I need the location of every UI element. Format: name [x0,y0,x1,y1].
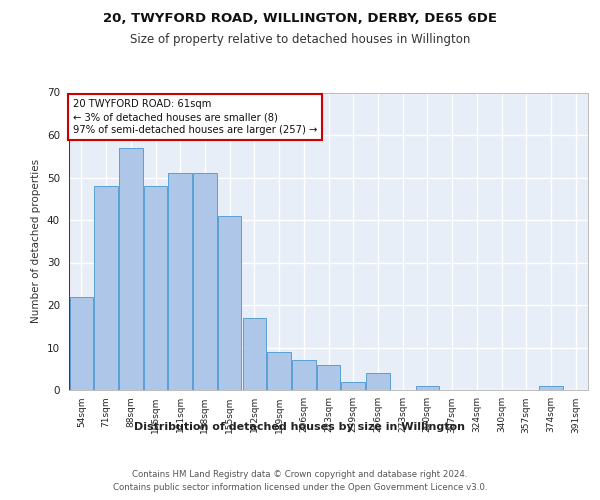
Text: 20 TWYFORD ROAD: 61sqm
← 3% of detached houses are smaller (8)
97% of semi-detac: 20 TWYFORD ROAD: 61sqm ← 3% of detached … [73,99,317,136]
Y-axis label: Number of detached properties: Number of detached properties [31,159,41,324]
Bar [218,216,241,390]
Bar [169,174,192,390]
Bar [268,352,291,390]
Bar [119,148,143,390]
Bar [539,386,563,390]
Bar [94,186,118,390]
Text: Distribution of detached houses by size in Willington: Distribution of detached houses by size … [134,422,466,432]
Bar [416,386,439,390]
Bar [144,186,167,390]
Text: 20, TWYFORD ROAD, WILLINGTON, DERBY, DE65 6DE: 20, TWYFORD ROAD, WILLINGTON, DERBY, DE6… [103,12,497,26]
Bar [193,174,217,390]
Bar [292,360,316,390]
Bar [341,382,365,390]
Bar [242,318,266,390]
Text: Contains HM Land Registry data © Crown copyright and database right 2024.
Contai: Contains HM Land Registry data © Crown c… [113,470,487,492]
Text: Size of property relative to detached houses in Willington: Size of property relative to detached ho… [130,32,470,46]
Bar [366,373,389,390]
Bar [70,296,93,390]
Bar [317,364,340,390]
